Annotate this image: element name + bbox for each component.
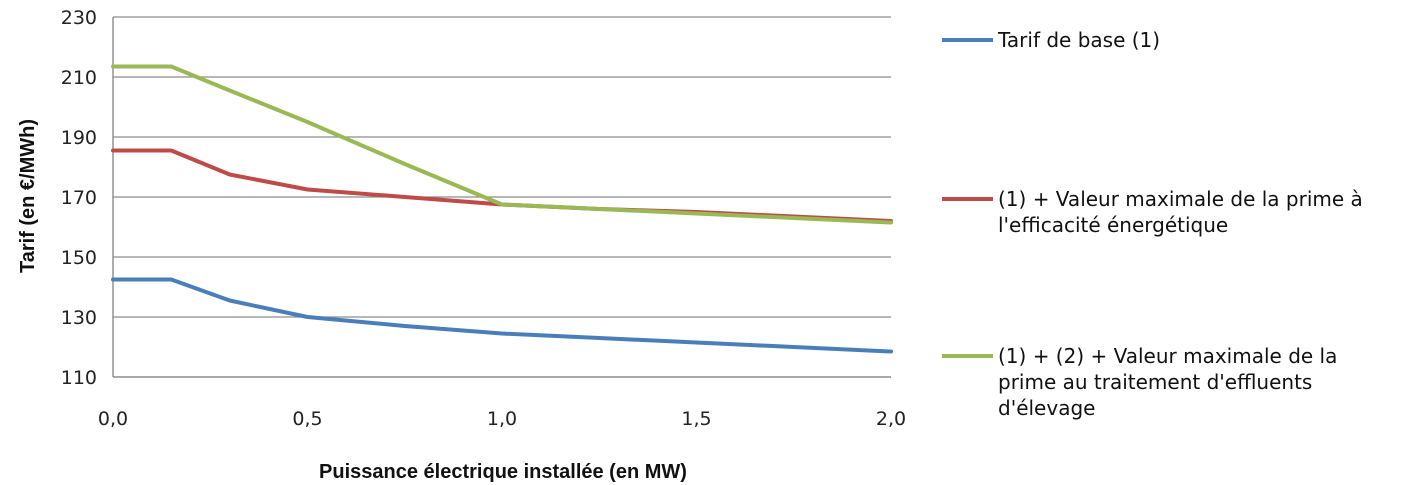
legend-label: Tarif de base (1): [997, 28, 1160, 52]
series-lines: [111, 64, 893, 354]
y-tick-label: 210: [61, 67, 97, 89]
y-tick-label: 110: [61, 367, 97, 389]
legend-item-1: Tarif de base (1): [942, 28, 1160, 52]
x-tick-label: 1,5: [681, 408, 711, 430]
x-tick-label: 0,0: [98, 408, 128, 430]
x-tick-label: 0,5: [292, 408, 322, 430]
legend: Tarif de base (1) (1) + Valeur maximale d…: [942, 28, 1363, 420]
x-tick-label: 2,0: [876, 408, 906, 430]
legend-label: (1) + Valeur maximale de la prime à l'eff…: [998, 187, 1363, 237]
y-axis-ticks: 110 130 150 170 190 210 230: [61, 7, 97, 389]
series-line-1: [111, 277, 893, 354]
x-tick-label: 1,0: [487, 408, 517, 430]
x-axis-title: Puissance électrique installée (en MW): [319, 461, 687, 483]
gridlines: [113, 16, 891, 318]
x-axis-ticks: 0,0 0,5 1,0 1,5 2,0: [98, 408, 906, 430]
legend-item-3: (1) + (2) + Valeur maximale de la prime a…: [942, 344, 1337, 420]
series-line-3: [111, 64, 893, 225]
y-tick-label: 230: [61, 7, 97, 29]
legend-item-2: (1) + Valeur maximale de la prime à l'eff…: [942, 187, 1363, 237]
legend-label: (1) + (2) + Valeur maximale de la prime a…: [998, 344, 1337, 420]
y-tick-label: 190: [61, 127, 97, 149]
series-line-2: [111, 148, 893, 223]
y-tick-label: 130: [61, 307, 97, 329]
y-axis-title: Tarif (en €/MWh): [17, 119, 39, 273]
y-tick-label: 170: [61, 187, 97, 209]
y-tick-label: 150: [61, 247, 97, 269]
